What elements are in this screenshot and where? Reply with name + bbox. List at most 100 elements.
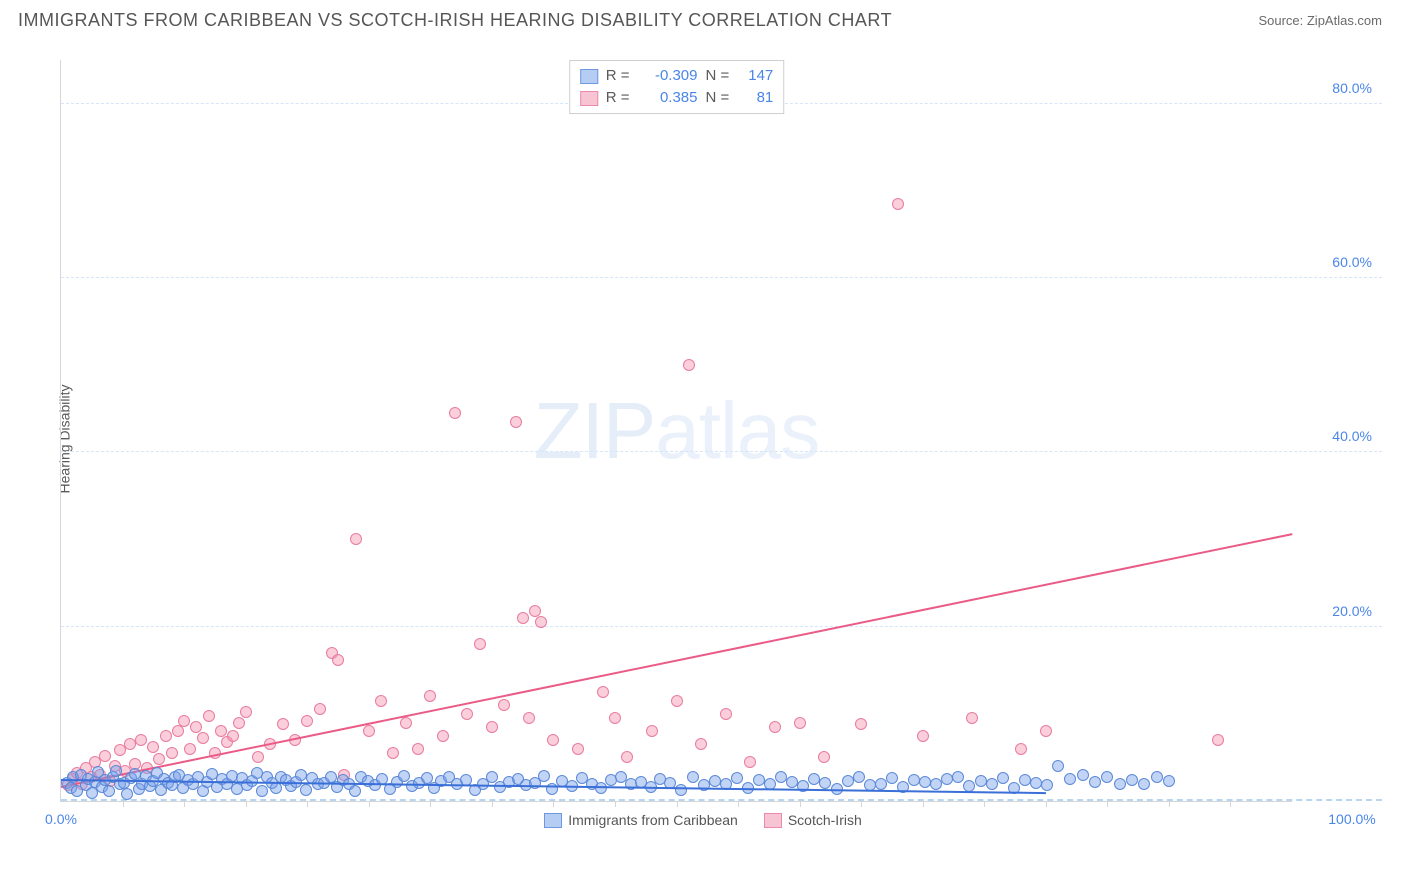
scatter-point-caribbean xyxy=(731,772,743,784)
watermark-part2: atlas xyxy=(655,386,819,475)
scatter-point-scotch-irish xyxy=(486,721,498,733)
scatter-point-scotch-irish xyxy=(523,712,535,724)
scatter-point-scotch-irish xyxy=(314,703,326,715)
scatter-point-caribbean xyxy=(975,775,987,787)
scatter-point-scotch-irish xyxy=(424,690,436,702)
scatter-point-scotch-irish xyxy=(547,734,559,746)
scatter-point-caribbean xyxy=(1101,771,1113,783)
scatter-point-scotch-irish xyxy=(233,717,245,729)
x-minor-tick xyxy=(184,801,185,807)
scatter-point-scotch-irish xyxy=(794,717,806,729)
scatter-point-scotch-irish xyxy=(387,747,399,759)
scatter-point-scotch-irish xyxy=(529,605,541,617)
scatter-point-scotch-irish xyxy=(400,717,412,729)
x-minor-tick xyxy=(553,801,554,807)
scatter-point-caribbean xyxy=(1089,776,1101,788)
x-minor-tick xyxy=(923,801,924,807)
n-value-scotch-irish: 81 xyxy=(737,87,773,109)
scatter-point-caribbean xyxy=(1138,778,1150,790)
y-tick-label: 60.0% xyxy=(1332,254,1372,270)
scatter-point-caribbean xyxy=(1030,777,1042,789)
scatter-point-scotch-irish xyxy=(572,743,584,755)
n-label: N = xyxy=(706,87,730,109)
scatter-point-scotch-irish xyxy=(744,756,756,768)
scatter-point-scotch-irish xyxy=(892,198,904,210)
scatter-point-caribbean xyxy=(1114,778,1126,790)
scatter-point-caribbean xyxy=(349,785,361,797)
swatch-scotch-irish xyxy=(580,91,598,106)
x-minor-tick xyxy=(615,801,616,807)
regression-line-scotch-irish xyxy=(61,533,1292,788)
scatter-point-caribbean xyxy=(1126,774,1138,786)
scatter-point-scotch-irish xyxy=(769,721,781,733)
scatter-point-scotch-irish xyxy=(277,718,289,730)
r-label: R = xyxy=(606,87,630,109)
scatter-point-scotch-irish xyxy=(350,533,362,545)
y-tick-label: 20.0% xyxy=(1332,603,1372,619)
scatter-point-scotch-irish xyxy=(474,638,486,650)
scatter-point-scotch-irish xyxy=(917,730,929,742)
scatter-point-scotch-irish xyxy=(498,699,510,711)
x-minor-tick xyxy=(123,801,124,807)
legend-item-caribbean: Immigrants from Caribbean xyxy=(544,812,738,828)
scatter-point-caribbean xyxy=(256,785,268,797)
scatter-point-scotch-irish xyxy=(166,747,178,759)
x-minor-tick xyxy=(492,801,493,807)
scatter-point-scotch-irish xyxy=(412,743,424,755)
scatter-point-caribbean xyxy=(1052,760,1064,772)
scatter-point-scotch-irish xyxy=(1040,725,1052,737)
scatter-point-caribbean xyxy=(103,785,115,797)
legend-row-scotch-irish: R = 0.385 N = 81 xyxy=(580,87,774,109)
scatter-point-scotch-irish xyxy=(172,725,184,737)
n-label: N = xyxy=(706,65,730,87)
scatter-point-scotch-irish xyxy=(461,708,473,720)
scatter-point-scotch-irish xyxy=(597,686,609,698)
gridline xyxy=(61,277,1382,278)
scatter-point-caribbean xyxy=(538,770,550,782)
source-prefix: Source: xyxy=(1258,13,1306,28)
swatch-caribbean xyxy=(580,69,598,84)
scatter-point-scotch-irish xyxy=(153,753,165,765)
x-minor-tick xyxy=(1046,801,1047,807)
scatter-point-scotch-irish xyxy=(363,725,375,737)
scatter-point-scotch-irish xyxy=(646,725,658,737)
scatter-point-scotch-irish xyxy=(197,732,209,744)
scatter-point-scotch-irish xyxy=(203,710,215,722)
x-minor-tick xyxy=(307,801,308,807)
scatter-point-scotch-irish xyxy=(332,654,344,666)
x-minor-tick xyxy=(1107,801,1108,807)
scatter-point-scotch-irish xyxy=(301,715,313,727)
x-minor-tick xyxy=(1230,801,1231,807)
scatter-point-caribbean xyxy=(952,771,964,783)
x-minor-tick xyxy=(1169,801,1170,807)
scatter-point-caribbean xyxy=(110,765,122,777)
scatter-point-scotch-irish xyxy=(517,612,529,624)
gridline xyxy=(61,451,1382,452)
scatter-point-scotch-irish xyxy=(190,721,202,733)
scatter-point-scotch-irish xyxy=(147,741,159,753)
scatter-point-scotch-irish xyxy=(535,616,547,628)
legend-row-caribbean: R = -0.309 N = 147 xyxy=(580,65,774,87)
scatter-point-caribbean xyxy=(687,771,699,783)
scatter-point-scotch-irish xyxy=(184,743,196,755)
scatter-point-scotch-irish xyxy=(609,712,621,724)
scatter-point-caribbean xyxy=(919,776,931,788)
x-minor-tick xyxy=(984,801,985,807)
swatch-caribbean-icon xyxy=(544,813,562,828)
scatter-point-caribbean xyxy=(1163,775,1175,787)
legend-label-caribbean: Immigrants from Caribbean xyxy=(568,812,738,828)
x-minor-tick xyxy=(677,801,678,807)
series-legend: Immigrants from Caribbean Scotch-Irish xyxy=(24,812,1382,828)
scatter-point-caribbean xyxy=(886,772,898,784)
y-tick-label: 40.0% xyxy=(1332,428,1372,444)
scatter-point-scotch-irish xyxy=(252,751,264,763)
chart-header: IMMIGRANTS FROM CARIBBEAN VS SCOTCH-IRIS… xyxy=(0,0,1406,37)
plot-area: ZIPatlas R = -0.309 N = 147 R = 0.385 N … xyxy=(60,60,1292,802)
legend-label-scotch-irish: Scotch-Irish xyxy=(788,812,862,828)
scatter-point-scotch-irish xyxy=(671,695,683,707)
swatch-scotch-irish-icon xyxy=(764,813,782,828)
n-value-caribbean: 147 xyxy=(737,65,773,87)
scatter-point-scotch-irish xyxy=(375,695,387,707)
scatter-point-scotch-irish xyxy=(437,730,449,742)
scatter-point-caribbean xyxy=(853,771,865,783)
